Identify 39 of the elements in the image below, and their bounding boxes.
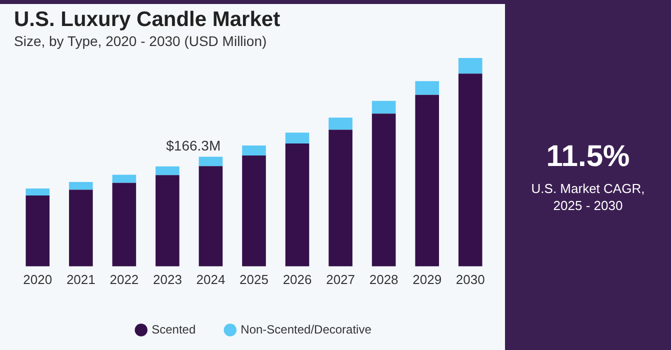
x-tick-label: 2020 [23,272,52,287]
bar [242,146,266,156]
bar [198,166,223,266]
x-tick-label: 2022 [110,272,139,287]
annotation: $166.3M [166,138,221,154]
bar [198,156,223,166]
x-tick-label: 2021 [66,272,96,287]
bar [69,182,93,190]
x-tick-label: 2029 [412,272,442,287]
bar [242,156,266,266]
x-tick-label: 2027 [326,272,356,287]
bar [415,94,439,266]
bar [372,100,396,114]
bar [328,118,352,130]
x-tick-label: 2024 [196,272,226,287]
x-tick-label: 2023 [152,272,182,287]
legend-label: Non-Scented/Decorative [240,322,372,336]
bar [156,166,180,176]
legend-label: Scented [152,322,196,336]
bar [112,174,136,183]
bar [156,175,180,266]
x-tick-label: 2026 [282,272,312,287]
bar [328,130,352,266]
bar [26,196,50,266]
chart-title: U.S. Luxury Candle Market [14,8,280,32]
x-tick-label: 2028 [369,272,398,287]
x-tick-label: 2030 [456,272,485,287]
bar [112,182,136,266]
bar [285,132,310,144]
chart-subtitle: Size, by Type, 2020 - 2030 (USD Million) [14,33,267,49]
bar [372,114,396,266]
x-tick-label: 2025 [240,272,268,287]
side-panel: 11.5% U.S. Market CAGR, 2025 - 2030 [505,0,671,350]
bar [415,81,439,95]
bar [458,74,482,266]
bar [285,143,310,266]
bar [26,188,50,196]
bar [458,58,482,74]
bar [69,190,93,266]
